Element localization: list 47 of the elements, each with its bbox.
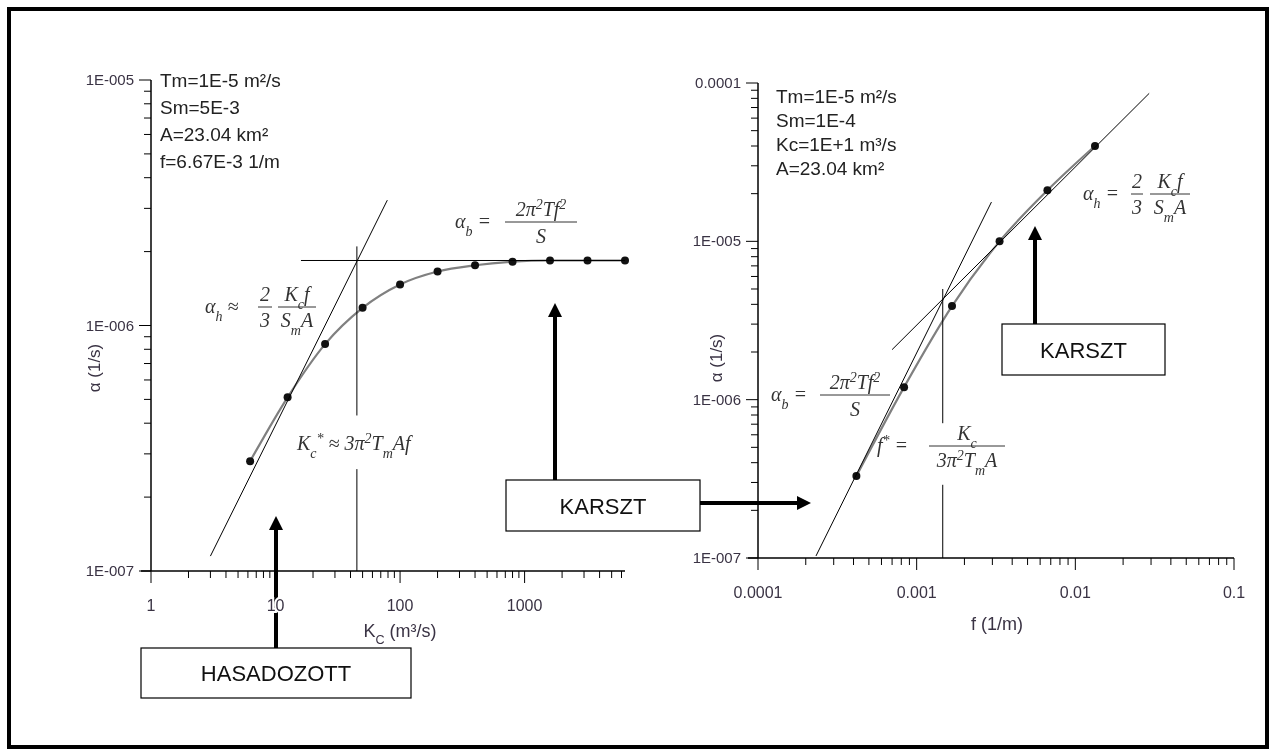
annotation: 2 bbox=[1132, 170, 1142, 192]
y-tick-label: 1E-006 bbox=[85, 316, 134, 334]
x-tick-label: 0.1 bbox=[1222, 584, 1246, 601]
y-tick-label: 1E-006 bbox=[692, 390, 741, 408]
y-axis-title: α (1/s) bbox=[85, 343, 104, 393]
x-axis-title: f (1/m) bbox=[971, 614, 1023, 634]
x-tick-label: 1 bbox=[146, 597, 156, 614]
annotation: KARSZT bbox=[1040, 337, 1127, 363]
annotation: Tm=1E-5 m²/s bbox=[776, 86, 897, 107]
annotation: α$_{h}$ = bbox=[1083, 182, 1119, 211]
annotation: f$^{*}$ = bbox=[877, 432, 909, 457]
annotation: 2π$^{2}$Tf$^{2}$ bbox=[829, 369, 881, 394]
x-tick-label: 0.0001 bbox=[733, 584, 783, 601]
x-axis-title: K$_{C}$ (m³/s) bbox=[363, 621, 437, 647]
annotation: 2 bbox=[260, 283, 270, 305]
annotation: K$_{c}$f bbox=[283, 283, 312, 312]
annotation: Sm=5E-3 bbox=[160, 97, 240, 118]
annotation: K$_{c}$f bbox=[1156, 170, 1185, 199]
annotation: S$_{m}$A bbox=[1153, 196, 1187, 225]
annotation: A=23.04 km² bbox=[160, 124, 269, 145]
x-tick-label: 0.01 bbox=[1059, 584, 1092, 601]
annotation: S$_{m}$A bbox=[280, 309, 314, 338]
annotation: KARSZT bbox=[559, 493, 647, 519]
x-tick-label: 100 bbox=[386, 597, 414, 614]
annotation: S bbox=[850, 398, 860, 420]
annotation: 2π$^{2}$Tf$^{2}$ bbox=[515, 196, 567, 221]
annotation: Sm=1E-4 bbox=[776, 110, 857, 131]
annotation: α$_{b}$ = bbox=[771, 383, 807, 412]
y-tick-label: 1E-007 bbox=[692, 549, 741, 566]
annotation: 3 bbox=[259, 309, 270, 331]
x-tick-label: 0.001 bbox=[896, 584, 937, 601]
annotation: K$_{c}$$^{*}$ ≈ 3π$^{2}$T$_{m}$Af bbox=[296, 430, 414, 461]
y-tick-label: 1E-007 bbox=[85, 562, 134, 579]
y-tick-label: 0.0001 bbox=[695, 74, 741, 91]
text: HASADOZOTT bbox=[200, 661, 352, 686]
annotation: S bbox=[536, 225, 546, 247]
annotation: Tm=1E-5 m²/s bbox=[160, 70, 281, 91]
x-tick-label: 1000 bbox=[506, 597, 543, 614]
annotation: α$_{b}$ = bbox=[455, 210, 491, 239]
annotation: A=23.04 km² bbox=[776, 158, 885, 179]
annotation: f=6.67E-3 1/m bbox=[160, 151, 280, 172]
annotation: 3 bbox=[1131, 196, 1142, 218]
y-tick-label: 1E-005 bbox=[692, 232, 741, 250]
annotation: Kc=1E+1 m³/s bbox=[776, 134, 897, 155]
y-tick-label: 1E-005 bbox=[85, 71, 134, 88]
annotation: α$_{h}$ ≈ bbox=[205, 295, 239, 324]
y-axis-title: α (1/s) bbox=[707, 333, 726, 383]
